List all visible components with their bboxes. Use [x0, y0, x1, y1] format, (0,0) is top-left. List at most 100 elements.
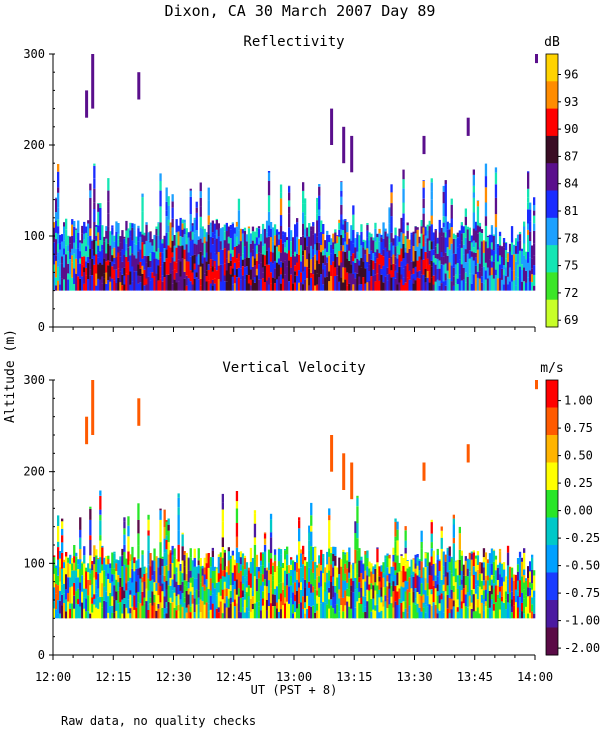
heatmap-cell: [113, 560, 116, 569]
heatmap-cell: [57, 226, 60, 234]
heatmap-cell: [79, 242, 82, 252]
heatmap-cell: [304, 215, 307, 229]
heatmap-cell: [400, 554, 403, 556]
heatmap-cell: [308, 587, 311, 595]
heatmap-cell: [484, 163, 488, 177]
heatmap-cell: [484, 589, 488, 602]
heatmap-cell: [207, 611, 210, 619]
heatmap-cell: [129, 608, 132, 614]
heatmap-cell: [298, 528, 301, 542]
heatmap-cell: [255, 566, 259, 579]
heatmap-cell: [406, 560, 409, 569]
heatmap-cell: [388, 588, 391, 605]
heatmap-cell: [53, 573, 56, 588]
heatmap-cell: [478, 573, 482, 587]
heatmap-cell: [362, 277, 365, 291]
heatmap-cell: [233, 599, 237, 607]
heatmap-cell: [271, 606, 275, 619]
heatmap-cell: [79, 251, 82, 259]
heatmap-cell: [89, 540, 92, 556]
heatmap-cell: [159, 222, 162, 240]
heatmap-cell: [472, 240, 475, 248]
heatmap-cell: [137, 575, 140, 592]
heatmap-cell: [61, 568, 64, 585]
heatmap-cell: [107, 178, 110, 191]
heatmap-cell: [117, 233, 120, 240]
heatmap-cell: [466, 117, 470, 136]
heatmap-cell: [486, 575, 490, 581]
heatmap-cell: [334, 546, 337, 556]
heatmap-cell: [93, 202, 96, 209]
heatmap-cell: [338, 598, 341, 612]
heatmap-cell: [137, 228, 140, 242]
heatmap-cell: [219, 578, 222, 596]
heatmap-cell: [157, 235, 160, 249]
heatmap-cell: [472, 185, 475, 193]
heatmap-cell: [89, 197, 92, 213]
heatmap-cell: [424, 235, 427, 243]
heatmap-cell: [396, 245, 399, 254]
heatmap-cell: [147, 530, 150, 536]
heatmap-cell: [354, 263, 357, 273]
heatmap-cell: [77, 599, 80, 605]
heatmap-cell: [426, 595, 429, 607]
heatmap-cell: [207, 259, 210, 265]
heatmap-cell: [237, 588, 241, 597]
heatmap-cell: [328, 531, 331, 549]
heatmap-cell: [209, 590, 212, 596]
heatmap-cell: [275, 570, 279, 587]
heatmap-cell: [181, 229, 184, 238]
heatmap-cell: [147, 578, 150, 591]
heatmap-cell: [99, 602, 102, 619]
heatmap-cell: [141, 242, 144, 259]
heatmap-cell: [527, 172, 530, 189]
heatmap-cell: [219, 241, 222, 250]
heatmap-cell: [227, 589, 230, 599]
heatmap-cell: [440, 274, 443, 283]
heatmap-cell: [344, 552, 347, 555]
heatmap-cell: [484, 262, 488, 271]
heatmap-cell: [424, 242, 427, 252]
heatmap-cell: [372, 253, 375, 261]
heatmap-cell: [490, 226, 494, 235]
heatmap-cell: [123, 236, 126, 239]
heatmap-cell: [398, 563, 401, 572]
heatmap-cell: [165, 258, 168, 275]
heatmap-cell: [284, 550, 287, 560]
heatmap-cell: [442, 257, 445, 265]
heatmap-cell: [229, 558, 232, 572]
heatmap-cell: [296, 262, 299, 276]
heatmap-cell: [336, 577, 339, 594]
heatmap-cell: [117, 590, 120, 604]
heatmap-cell: [153, 560, 156, 571]
heatmap-cell: [418, 278, 421, 291]
heatmap-cell: [221, 227, 224, 238]
heatmap-cell: [464, 272, 467, 283]
heatmap-cell: [197, 548, 200, 561]
heatmap-cell: [356, 587, 359, 602]
heatmap-cell: [185, 573, 188, 581]
heatmap-cell: [498, 264, 502, 278]
heatmap-cell: [267, 580, 271, 593]
heatmap-cell: [531, 282, 534, 291]
heatmap-cell: [394, 227, 397, 235]
heatmap-cell: [87, 572, 90, 580]
heatmap-cell: [225, 222, 228, 232]
heatmap-cell: [165, 601, 168, 608]
heatmap-cell: [81, 225, 84, 234]
heatmap-cell: [251, 231, 255, 241]
heatmap-cell: [412, 591, 415, 603]
heatmap-cell: [482, 283, 486, 291]
heatmap-cell: [145, 278, 148, 285]
heatmap-cell: [95, 585, 98, 594]
heatmap-cell: [111, 227, 114, 235]
heatmap-cell: [446, 594, 449, 609]
heatmap-cell: [428, 562, 431, 576]
heatmap-cell: [179, 599, 182, 605]
heatmap-cell: [239, 228, 243, 242]
heatmap-cell: [340, 191, 343, 197]
heatmap-cell: [518, 266, 522, 282]
heatmap-cell: [420, 530, 423, 542]
heatmap-cell: [322, 573, 325, 589]
heatmap-cell: [352, 592, 355, 602]
